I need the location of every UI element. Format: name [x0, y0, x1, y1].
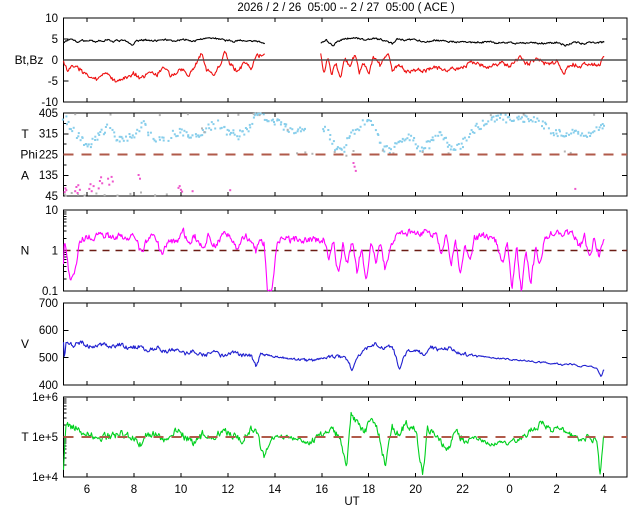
- panel-bt-bz-tick-label: 10: [45, 13, 58, 25]
- panel-v-tick-label: 700: [39, 298, 58, 310]
- x-tick-label: 4: [600, 484, 607, 496]
- panel-bt-bz: 10 5 0 -5 -10 Bt,Bz: [15, 13, 628, 109]
- panel-t-phi-a-ylabel: T: [21, 127, 29, 141]
- phi-series: [61, 112, 605, 154]
- panel-t-phi-a: 405 315 225 135 45 T Phi A: [20, 108, 628, 203]
- panel-bt-bz-tick-label: -10: [41, 97, 58, 109]
- panel-t-tick-label: 1e+5: [32, 432, 58, 444]
- panel-n-ylabel: N: [21, 244, 30, 258]
- v-series: [62, 340, 605, 377]
- panel-v-axis: [63, 302, 627, 386]
- panel-t-axis: [63, 396, 627, 478]
- x-tick-label: 0: [506, 484, 512, 496]
- panel-n-tick-label: 0.1: [42, 286, 58, 298]
- panel-v: 700 600 500 400 V: [21, 298, 628, 392]
- panel-t: 6 8 10 12 14 16 18 20 22 0 2 4 1e+6 1e+5 1e+4 T: [21, 392, 628, 496]
- panel-n: 10 1 0.1 N: [21, 205, 628, 298]
- x-tick-label: 6: [84, 484, 90, 496]
- t-gray-series: [63, 112, 596, 197]
- panel-t-phi-a-tick-label: 45: [45, 191, 58, 203]
- panel-t-frame: [63, 396, 628, 478]
- panel-t-phi-a-ylabel: Phi: [20, 148, 37, 162]
- panel-t-phi-a-ylabel: A: [21, 168, 29, 182]
- panel-v-frame: [63, 302, 628, 386]
- x-tick-label: 16: [315, 484, 328, 496]
- x-tick-label: 22: [456, 484, 469, 496]
- x-tick-label: 8: [131, 484, 137, 496]
- x-tick-label: 18: [362, 484, 375, 496]
- t-series: [62, 411, 605, 476]
- panel-n-tick-label: 10: [45, 205, 58, 217]
- x-axis-label: UT: [344, 496, 360, 508]
- plot-title: 2026 / 2 / 26 05:00 -- 2 / 27 05:00 ( AC…: [237, 2, 455, 14]
- panel-bt-bz-axis: [63, 17, 627, 103]
- panel-bt-bz-tick-label: 0: [52, 55, 58, 67]
- panel-t-phi-a-tick-label: 135: [39, 170, 58, 182]
- x-tick-label: 20: [409, 484, 422, 496]
- n-series: [62, 227, 605, 292]
- panel-t-tick-label: 1e+4: [32, 472, 59, 484]
- bt-series: [63, 36, 605, 47]
- panel-n-tick-label: 1: [52, 245, 58, 257]
- panel-t-phi-a-tick-label: 315: [39, 129, 58, 141]
- panel-t-phi-a-tick-label: 225: [39, 149, 58, 161]
- panel-bt-bz-tick-label: -5: [48, 76, 58, 88]
- panel-t-phi-a-axis: [63, 112, 627, 197]
- panel-v-ylabel: V: [21, 337, 29, 351]
- panel-t-ylabel: T: [21, 430, 29, 444]
- x-tick-label: 12: [221, 484, 234, 496]
- x-tick-label: 14: [268, 484, 281, 496]
- x-tick-label: 2: [553, 484, 559, 496]
- panel-t-phi-a-tick-label: 405: [39, 108, 58, 120]
- panel-bt-bz-tick-label: 5: [52, 34, 58, 46]
- a-pink-series: [63, 162, 577, 194]
- x-tick-label: 10: [174, 484, 187, 496]
- panel-v-tick-label: 500: [39, 352, 58, 364]
- panel-v-tick-label: 400: [39, 380, 58, 392]
- panel-v-tick-label: 600: [39, 325, 58, 337]
- panel-bt-bz-ylabel: Bt,Bz: [15, 53, 44, 67]
- bz-series: [62, 50, 605, 83]
- panel-t-tick-label: 1e+6: [32, 392, 58, 404]
